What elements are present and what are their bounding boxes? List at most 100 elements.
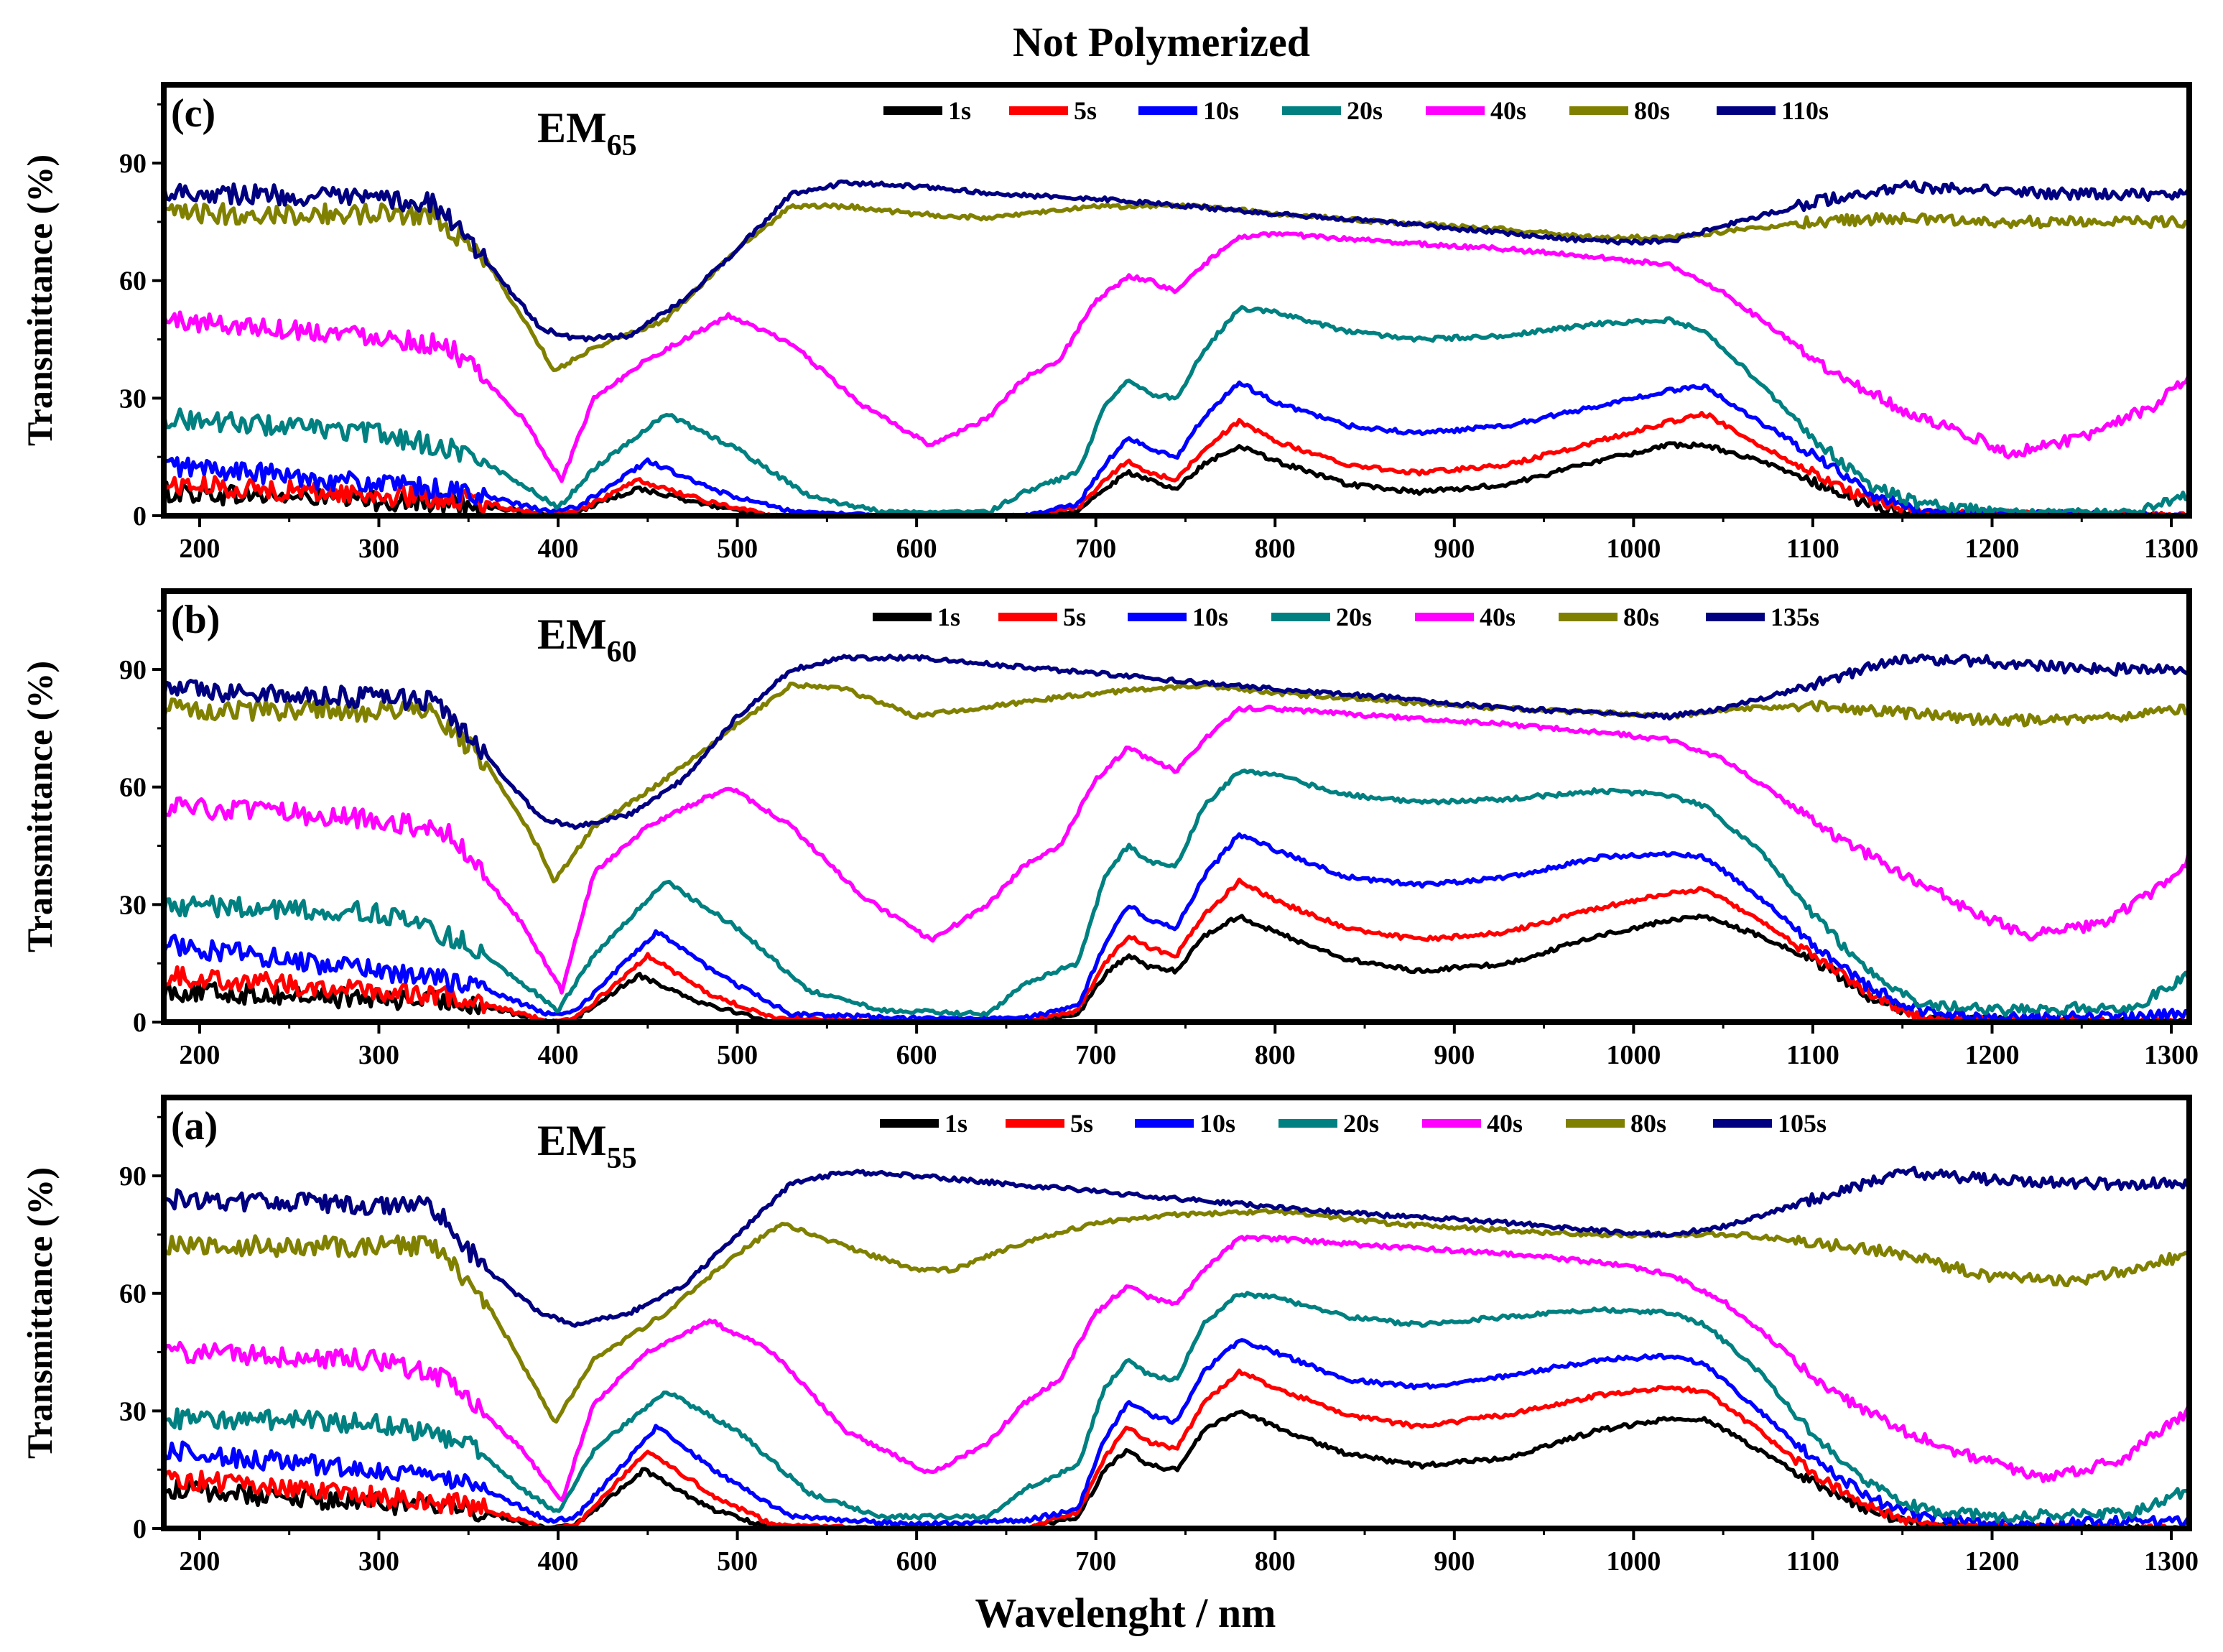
x-tick-label: 400	[538, 1040, 579, 1070]
x-tick-label: 200	[179, 534, 220, 564]
x-tick-label: 400	[538, 534, 579, 564]
y-axis-title: Transmittance (%)	[19, 661, 60, 952]
series-line-5s	[164, 1368, 2189, 1528]
sample-label: EM55	[537, 1117, 637, 1175]
legend-label: 5s	[1074, 96, 1097, 125]
legend: 1s 5s 10s 20s 40s 80s 105s	[880, 1109, 1827, 1138]
panels: 200 300 400 500 600 700 800 900 1000 1100 1200 1300…	[19, 82, 2199, 1577]
series-line-80s	[164, 681, 2189, 883]
x-tick-label: 1000	[1606, 1040, 1661, 1070]
legend-label: 20s	[1347, 96, 1383, 125]
legend-label: 40s	[1490, 96, 1526, 125]
x-tick-label: 600	[896, 1040, 937, 1070]
y-tick-label: 0	[133, 1008, 147, 1038]
legend-label: 20s	[1343, 1109, 1379, 1138]
panel-0: 200 300 400 500 600 700 800 900 1000 1100 1200 1300…	[19, 82, 2199, 564]
y-tick-label: 0	[133, 501, 147, 532]
x-tick-label: 200	[179, 1546, 220, 1577]
legend-label: 80s	[1623, 603, 1659, 631]
legend: 1s 5s 10s 20s 40s 80s 110s	[883, 96, 1829, 125]
x-tick-label: 1200	[1964, 1546, 2019, 1577]
y-tick-label: 30	[119, 384, 147, 414]
panel-label: (a)	[171, 1104, 218, 1148]
legend-label: 10s	[1199, 1109, 1235, 1138]
panel-label: (b)	[171, 598, 220, 642]
x-tick-label: 600	[896, 1546, 937, 1577]
panel-label: (c)	[171, 91, 215, 136]
legend-label: 135s	[1770, 603, 1819, 631]
y-tick-label: 30	[119, 890, 147, 920]
x-tick-label: 1000	[1606, 1546, 1661, 1577]
legend-label: 10s	[1192, 603, 1228, 631]
sample-label: EM60	[537, 611, 637, 669]
series-line-40s	[164, 704, 2189, 995]
legend-label: 40s	[1487, 1109, 1523, 1138]
x-tick-label: 300	[358, 1546, 399, 1577]
legend-label: 1s	[945, 1109, 967, 1138]
legend-label: 1s	[937, 603, 960, 631]
x-tick-label: 900	[1434, 1040, 1475, 1070]
series-line-80s	[164, 1208, 2189, 1424]
y-tick-label: 60	[119, 266, 147, 297]
x-tick-label: 900	[1434, 534, 1475, 564]
series-line-5s	[164, 877, 2189, 1022]
legend-label: 10s	[1203, 96, 1239, 125]
x-tick-label: 700	[1075, 1546, 1116, 1577]
y-tick-label: 90	[119, 1161, 147, 1192]
series-line-20s	[164, 769, 2189, 1018]
panel-2: 200 300 400 500 600 700 800 900 1000 1100 1200 1300…	[19, 1095, 2199, 1577]
series-group	[164, 653, 2189, 1022]
legend-label: 110s	[1781, 96, 1829, 125]
series-line-10s	[164, 380, 2189, 516]
x-tick-label: 900	[1434, 1546, 1475, 1577]
x-tick-label: 500	[717, 1546, 758, 1577]
y-tick-label: 0	[133, 1514, 147, 1544]
x-tick-label: 800	[1255, 534, 1296, 564]
y-axis-title: Transmittance (%)	[19, 1167, 60, 1459]
x-tick-label: 1000	[1606, 534, 1661, 564]
plot-frame	[161, 588, 2192, 1025]
x-tick-label: 700	[1075, 534, 1116, 564]
y-tick-label: 30	[119, 1396, 147, 1426]
x-tick-label: 500	[717, 1040, 758, 1070]
series-group	[164, 179, 2189, 516]
legend-label: 20s	[1336, 603, 1372, 631]
x-tick-label: 1100	[1786, 1040, 1839, 1070]
y-tick-label: 90	[119, 655, 147, 685]
series-line-20s	[164, 305, 2189, 516]
x-tick-label: 1300	[2144, 534, 2199, 564]
x-tick-label: 200	[179, 1040, 220, 1070]
series-line-40s	[164, 1234, 2189, 1502]
figure-title: Not Polymerized	[1013, 19, 1310, 65]
x-tick-label: 800	[1255, 1040, 1296, 1070]
legend-label: 80s	[1630, 1109, 1666, 1138]
x-tick-label: 1100	[1786, 534, 1839, 564]
x-tick-label: 300	[358, 534, 399, 564]
legend-label: 80s	[1634, 96, 1670, 125]
x-tick-label: 800	[1255, 1546, 1296, 1577]
series-line-80s	[164, 202, 2189, 373]
plot-frame	[161, 1095, 2192, 1531]
x-tick-label: 1300	[2144, 1040, 2199, 1070]
y-tick-label: 90	[119, 149, 147, 179]
series-line-105s	[164, 1165, 2189, 1328]
legend-label: 105s	[1778, 1109, 1827, 1138]
legend-label: 5s	[1070, 1109, 1093, 1138]
y-axis-title: Transmittance (%)	[19, 154, 60, 446]
x-axis-title: Wavelenght / nm	[975, 1590, 1276, 1636]
legend-label: 5s	[1063, 603, 1086, 631]
legend-label: 40s	[1480, 603, 1516, 631]
sample-label: EM65	[537, 104, 637, 162]
series-line-10s	[164, 1338, 2189, 1528]
x-tick-label: 700	[1075, 1040, 1116, 1070]
x-tick-label: 400	[538, 1546, 579, 1577]
series-line-110s	[164, 179, 2189, 343]
x-tick-label: 1100	[1786, 1546, 1839, 1577]
x-tick-label: 300	[358, 1040, 399, 1070]
legend-label: 1s	[948, 96, 971, 125]
series-line-40s	[164, 231, 2189, 483]
series-group	[164, 1165, 2189, 1528]
series-line-20s	[164, 1291, 2189, 1524]
x-tick-label: 1200	[1964, 534, 2019, 564]
